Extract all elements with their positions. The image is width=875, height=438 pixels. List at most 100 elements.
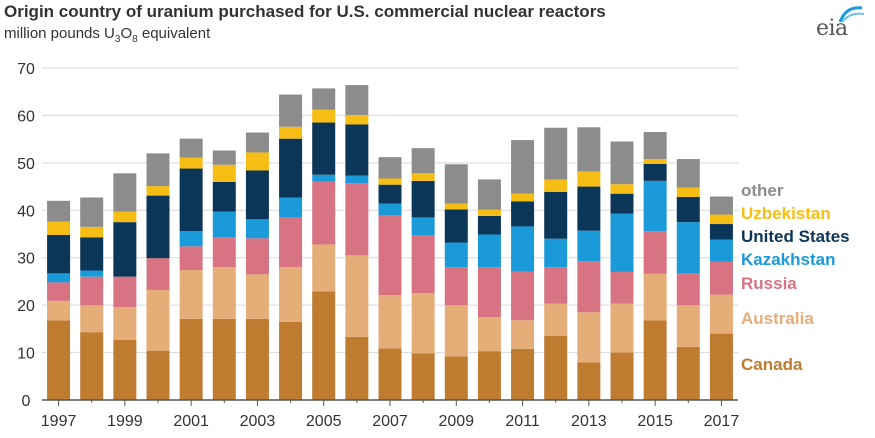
bar-canada-2002: [212, 318, 236, 400]
bar-other-2003: [245, 132, 269, 153]
bar-canada-2006: [345, 336, 369, 400]
bar-australia-2010: [477, 317, 501, 352]
bar-canada-1998: [80, 332, 104, 400]
legend-label-united-states: United States: [741, 227, 850, 246]
bar-australia-2000: [146, 289, 170, 351]
bar-uzbekistan-2017: [709, 214, 733, 225]
bar-united-states-2010: [477, 215, 501, 235]
bar-other-2012: [544, 127, 568, 180]
bar-united-states-2011: [511, 201, 535, 227]
bar-uzbekistan-2000: [146, 186, 170, 196]
bar-australia-2006: [345, 255, 369, 337]
x-tick-label-2015: 2015: [637, 413, 673, 430]
bar-other-2014: [610, 141, 634, 185]
chart-subtitle: million pounds U3O8 equivalent: [4, 25, 210, 45]
bar-united-states-2013: [577, 186, 601, 231]
bar-russia-2002: [212, 237, 236, 268]
subtitle-prefix: million pounds U: [4, 25, 115, 42]
bar-australia-1997: [47, 300, 71, 321]
bar-australia-2015: [643, 273, 667, 321]
eia-logo-arc-icon: [838, 6, 865, 23]
bar-other-2010: [477, 179, 501, 210]
y-tick-label-50: 50: [17, 156, 35, 173]
bar-russia-2016: [676, 273, 700, 306]
bar-uzbekistan-2003: [245, 152, 269, 171]
bar-russia-2009: [444, 267, 468, 306]
bar-united-states-2006: [345, 124, 369, 176]
bar-uzbekistan-2009: [444, 203, 468, 210]
x-tick-label-2001: 2001: [173, 413, 209, 430]
bar-uzbekistan-2013: [577, 171, 601, 187]
bar-canada-2008: [411, 353, 435, 400]
bar-united-states-2014: [610, 193, 634, 214]
bar-uzbekistan-1997: [47, 221, 71, 235]
bar-canada-2009: [444, 356, 468, 400]
bar-kazakhstan-2015: [643, 180, 667, 232]
bar-kazakhstan-2001: [179, 231, 203, 247]
y-tick-label-20: 20: [17, 298, 35, 315]
bar-other-2005: [312, 88, 336, 110]
x-tick-label-2011: 2011: [505, 413, 540, 430]
bar-australia-2001: [179, 270, 203, 319]
bar-russia-2008: [411, 235, 435, 294]
bar-russia-2012: [544, 267, 568, 304]
subtitle-subscript-3: 3: [114, 34, 121, 45]
bar-canada-2011: [511, 348, 535, 400]
bar-russia-2014: [610, 271, 634, 304]
y-tick-label-40: 40: [17, 203, 35, 220]
bar-uzbekistan-2015: [643, 159, 667, 164]
bar-canada-2003: [245, 318, 269, 400]
bar-kazakhstan-2012: [544, 238, 568, 268]
legend-label-other: other: [741, 181, 784, 200]
bar-russia-1998: [80, 276, 104, 306]
y-tick-label-30: 30: [17, 251, 35, 268]
eia-logo: eia: [806, 2, 868, 46]
bar-uzbekistan-2014: [610, 184, 634, 194]
bar-uzbekistan-2002: [212, 164, 236, 182]
x-tick-label-1999: 1999: [107, 413, 143, 430]
x-tick-label-2009: 2009: [438, 413, 474, 430]
bar-kazakhstan-2017: [709, 239, 733, 262]
bar-uzbekistan-2006: [345, 114, 369, 125]
bar-australia-2003: [245, 274, 269, 319]
x-tick-label-1997: 1997: [41, 413, 77, 430]
x-tick-label-2013: 2013: [571, 413, 607, 430]
bar-united-states-2017: [709, 224, 733, 240]
bar-united-states-2001: [179, 168, 203, 232]
bar-russia-2001: [179, 246, 203, 271]
bar-uzbekistan-2008: [411, 173, 435, 181]
bar-united-states-2008: [411, 180, 435, 218]
bar-kazakhstan-2007: [378, 203, 402, 216]
x-tick-label-2017: 2017: [704, 413, 740, 430]
bar-canada-1999: [113, 339, 137, 400]
x-tick-label-2003: 2003: [240, 413, 276, 430]
bar-australia-2008: [411, 293, 435, 354]
bar-uzbekistan-2016: [676, 187, 700, 198]
y-tick-label-60: 60: [17, 108, 35, 125]
legend-label-canada: Canada: [741, 355, 803, 374]
bar-australia-1998: [80, 305, 104, 333]
bar-uzbekistan-2010: [477, 209, 501, 216]
legend-label-kazakhstan: Kazakhstan: [741, 250, 835, 269]
bar-other-2017: [709, 196, 733, 215]
bar-other-2008: [411, 148, 435, 174]
bar-kazakhstan-2002: [212, 211, 236, 238]
bar-russia-2005: [312, 181, 336, 245]
bar-uzbekistan-2005: [312, 109, 336, 123]
bar-uzbekistan-2007: [378, 178, 402, 185]
bar-other-2001: [179, 138, 203, 158]
bar-russia-2006: [345, 183, 369, 256]
bar-canada-2013: [577, 362, 601, 400]
bar-united-states-2000: [146, 195, 170, 259]
bar-other-2011: [511, 140, 535, 194]
bar-russia-2017: [709, 261, 733, 295]
bar-other-1997: [47, 200, 71, 222]
bar-kazakhstan-2011: [511, 226, 535, 272]
bar-australia-2013: [577, 312, 601, 363]
bar-other-2013: [577, 127, 601, 172]
x-tick-label-2007: 2007: [372, 413, 408, 430]
bar-united-states-1997: [47, 234, 71, 274]
subtitle-subscript-8: 8: [132, 34, 138, 45]
bar-australia-2009: [444, 305, 468, 357]
